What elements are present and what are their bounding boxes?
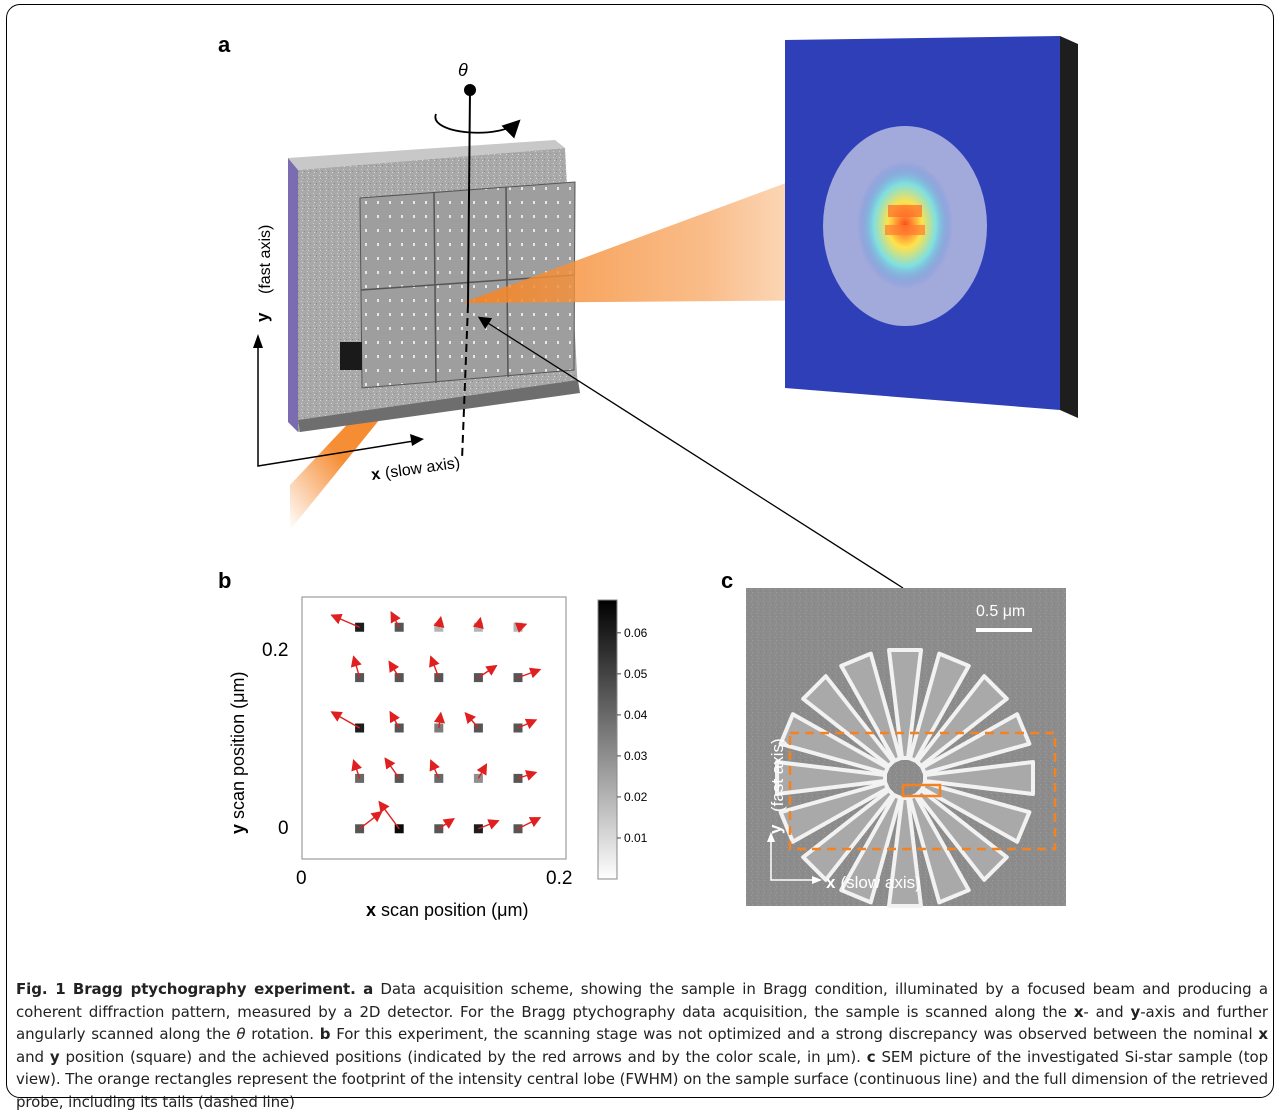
caption-theta: θ (236, 1025, 246, 1043)
displacement-arrow (378, 800, 400, 830)
panel-c-x-label: x (slow axis) (826, 873, 921, 892)
star-arm (801, 788, 895, 882)
caption-b-label: b (319, 1025, 331, 1043)
panel-a-y-label: y (253, 312, 272, 322)
sem-image (746, 588, 1066, 908)
displacement-arrow (330, 711, 360, 729)
panel-b-xtick-0: 0 (296, 868, 307, 889)
star-arm (887, 796, 923, 908)
displacement-arrow (438, 817, 455, 830)
star-arm (907, 651, 971, 763)
displacement-arrow (517, 718, 538, 730)
star-arm (915, 788, 1009, 882)
star-arm (923, 760, 1035, 796)
caption-c-label: c (866, 1047, 876, 1066)
displacement-arrow (476, 763, 488, 779)
displacement-arrow (472, 616, 484, 630)
panel-a-axes (253, 334, 424, 467)
displacement-arrow (478, 664, 498, 679)
panel-a-label: a (218, 32, 231, 57)
panel-b-plot-area (301, 596, 567, 860)
figure-canvas: a θ y (fast axis) x (slow axis) (218, 32, 1078, 920)
detector (785, 36, 1078, 418)
displacement-arrow (514, 622, 528, 633)
probe-full-dimension (788, 731, 1057, 851)
caption-fig-number: Fig. 1 (16, 980, 66, 998)
displacement-arrow (429, 655, 440, 678)
panel-a-x-label: x (slow axis) (370, 455, 461, 484)
displacement-arrow (478, 819, 500, 830)
displacement-arrow (464, 711, 479, 729)
figure-frame (6, 4, 1274, 1098)
sample-chip (288, 140, 580, 432)
displacement-arrow (517, 770, 538, 781)
rotation-axis (434, 84, 521, 461)
displacement-arrow (433, 615, 445, 628)
panel-b-ytick-0: 0 (278, 818, 289, 839)
panel-a-y-axis-text: (fast axis) (257, 225, 274, 294)
colorbar (597, 599, 618, 880)
caption-mid1: - and (1083, 1002, 1124, 1021)
colorbar-tick-label: 0.04 (624, 708, 648, 722)
displacement-arrow (517, 667, 542, 679)
panel-c-y-axis-text: (fast axis) (768, 738, 787, 812)
displacement-arrow (433, 711, 446, 729)
panel-b-label: b (218, 568, 231, 593)
displacement-arrow (330, 613, 360, 628)
panel-b-ytick-1: 0.2 (262, 640, 288, 661)
caption-mid3: rotation. (251, 1025, 314, 1043)
displacement-arrow (517, 817, 542, 830)
theta-label: θ (458, 60, 468, 80)
star-arm (920, 780, 1032, 844)
displacement-arrow (384, 757, 400, 779)
colorbar-ticks: 0.01 0.02 0.03 0.04 0.05 0.06 (617, 626, 648, 845)
displacement-arrow (429, 759, 440, 779)
probe-fwhm-footprint (901, 783, 942, 798)
caption-c-text: SEM picture of the investigated Si-star … (16, 1047, 1269, 1111)
star-arm (915, 674, 1009, 768)
diffracted-beam (462, 160, 870, 303)
caption-title: Bragg ptychography experiment. (72, 980, 356, 998)
caption-b-text: For this experiment, the scanning stage … (336, 1025, 1253, 1043)
displacement-arrow (351, 759, 363, 779)
panel-b-ylabel: yscan position (μm) (228, 672, 248, 834)
scale-bar-label: 0.5 μm (976, 603, 1025, 620)
caption-mid2: -axis and further angularly scanned alon… (16, 1002, 1269, 1044)
caption-and: and (16, 1047, 44, 1066)
zoom-connector (477, 316, 904, 589)
caption-b-text-2: position (square) and the achieved posit… (65, 1047, 861, 1066)
displacement-arrow (388, 660, 400, 678)
colorbar-tick-label: 0.01 (624, 831, 648, 845)
caption-x-bold: x (1073, 1002, 1084, 1021)
caption-a-label: a (363, 980, 374, 998)
star-arm (801, 674, 895, 768)
panel-b-xlabel: x scan position (μm) (366, 900, 528, 920)
displacement-arrow (390, 610, 401, 628)
star-arm (775, 760, 887, 796)
panel-c-y-label: y (766, 824, 785, 834)
figure-caption: Fig. 1 Bragg ptychography experiment. a … (16, 978, 1268, 1113)
colorbar-tick-label: 0.02 (624, 790, 648, 804)
colorbar-tick-label: 0.06 (624, 626, 648, 640)
caption-x-bold-2: x (1258, 1025, 1268, 1043)
star-arm (839, 793, 903, 905)
displacement-arrow (350, 655, 362, 678)
panel-c-label: c (721, 568, 733, 593)
colorbar-tick-label: 0.05 (624, 667, 648, 681)
colorbar-tick-label: 0.03 (624, 749, 648, 763)
caption-a-text: Data acquisition scheme, showing the sam… (16, 980, 1268, 1021)
displacement-arrow (359, 810, 383, 830)
panel-b-xtick-1: 0.2 (546, 868, 572, 889)
caption-y-bold: y (1130, 1002, 1141, 1021)
scatter-layer (330, 610, 542, 834)
star-arm (887, 648, 923, 760)
star-arm (778, 780, 890, 844)
caption-y-bold-2: y (49, 1047, 60, 1066)
displacement-arrow (389, 710, 400, 729)
star-arm (778, 712, 890, 776)
